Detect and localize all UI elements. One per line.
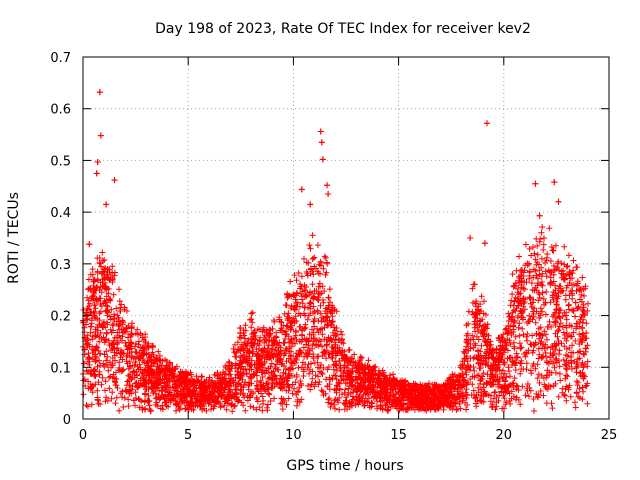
x-tick-label: 5 bbox=[184, 428, 192, 443]
outlier-point-4 bbox=[111, 177, 118, 184]
y-tick-label: 0.6 bbox=[50, 103, 71, 118]
outlier-point-5 bbox=[103, 201, 110, 208]
roti-series-markers bbox=[80, 89, 591, 415]
outlier-point-15 bbox=[551, 179, 558, 186]
x-tick-label: 15 bbox=[390, 428, 407, 443]
outlier-point-0 bbox=[96, 89, 103, 96]
outlier-point-6 bbox=[86, 241, 93, 248]
tick-labels: 0 5 10 15 20 25 0 0.1 0.2 0.3 0.4 0.5 0.6 0.7 bbox=[50, 51, 617, 443]
outlier-point-7 bbox=[298, 186, 305, 193]
y-tick-label: 0.7 bbox=[50, 51, 71, 66]
outlier-point-19 bbox=[467, 235, 474, 241]
grid-lines bbox=[83, 57, 609, 419]
outlier-point-14 bbox=[483, 120, 490, 127]
outlier-point-11 bbox=[324, 182, 331, 189]
outlier-point-18 bbox=[536, 212, 543, 219]
y-tick-label: 0.1 bbox=[50, 361, 71, 376]
outlier-point-8 bbox=[317, 128, 324, 135]
x-tick-label: 0 bbox=[79, 428, 87, 443]
x-tick-label: 25 bbox=[601, 428, 618, 443]
y-tick-label: 0.3 bbox=[50, 258, 71, 273]
outlier-point-16 bbox=[532, 180, 539, 187]
outlier-point-10 bbox=[319, 156, 326, 163]
outlier-point-13 bbox=[307, 201, 314, 208]
y-tick-label: 0 bbox=[63, 413, 71, 428]
x-tick-label: 20 bbox=[496, 428, 513, 443]
axes bbox=[82, 56, 610, 420]
outlier-point-17 bbox=[555, 198, 562, 205]
x-axis-label: GPS time / hours bbox=[286, 458, 403, 474]
outlier-point-2 bbox=[94, 158, 101, 165]
data-points bbox=[80, 89, 591, 415]
outlier-point-1 bbox=[97, 132, 104, 139]
outlier-point-12 bbox=[325, 191, 332, 198]
plot-border bbox=[82, 56, 610, 420]
outlier-point-9 bbox=[318, 139, 325, 146]
chart-title: Day 198 of 2023, Rate Of TEC Index for r… bbox=[155, 21, 531, 37]
x-tick-label: 10 bbox=[285, 428, 302, 443]
y-axis-label: ROTI / TECUs bbox=[6, 192, 22, 284]
outlier-point-20 bbox=[481, 240, 488, 247]
outlier-point-3 bbox=[93, 170, 100, 177]
y-tick-label: 0.5 bbox=[50, 154, 71, 169]
y-tick-label: 0.4 bbox=[50, 206, 71, 221]
y-tick-label: 0.2 bbox=[50, 310, 71, 325]
